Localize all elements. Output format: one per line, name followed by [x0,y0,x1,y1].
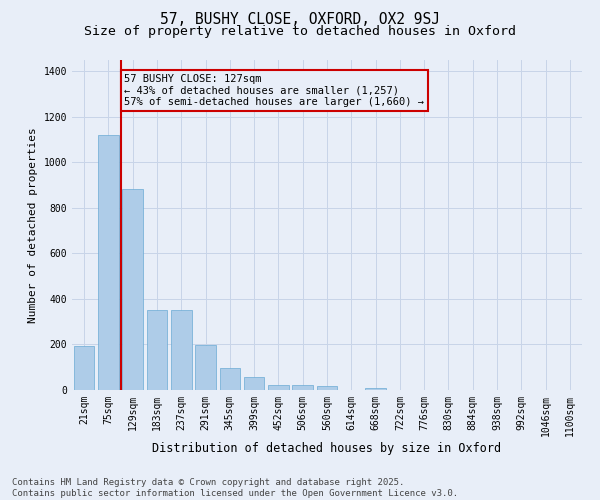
Bar [171,310,191,390]
Bar [74,346,94,390]
Bar [244,377,265,390]
Bar [292,385,313,390]
Bar [365,388,386,390]
Bar [122,188,143,390]
Bar [98,135,119,390]
Bar [268,385,289,390]
Text: 57 BUSHY CLOSE: 127sqm
← 43% of detached houses are smaller (1,257)
57% of semi-: 57 BUSHY CLOSE: 127sqm ← 43% of detached… [124,74,424,107]
Bar [195,345,216,390]
Text: 57, BUSHY CLOSE, OXFORD, OX2 9SJ: 57, BUSHY CLOSE, OXFORD, OX2 9SJ [160,12,440,28]
Y-axis label: Number of detached properties: Number of detached properties [28,127,38,323]
Bar [220,368,240,390]
Text: Contains HM Land Registry data © Crown copyright and database right 2025.
Contai: Contains HM Land Registry data © Crown c… [12,478,458,498]
X-axis label: Distribution of detached houses by size in Oxford: Distribution of detached houses by size … [152,442,502,454]
Bar [146,310,167,390]
Bar [317,386,337,390]
Text: Size of property relative to detached houses in Oxford: Size of property relative to detached ho… [84,25,516,38]
